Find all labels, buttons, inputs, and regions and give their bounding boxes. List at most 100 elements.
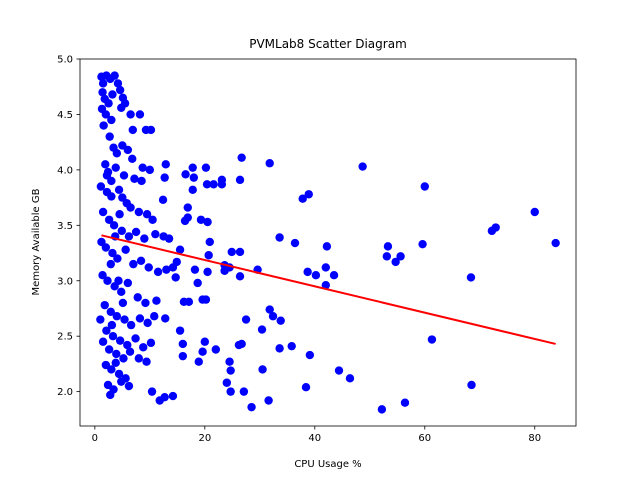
point: [125, 347, 135, 356]
x-tick-label: 20: [198, 433, 211, 444]
point: [96, 182, 106, 191]
point: [109, 221, 119, 230]
point: [141, 298, 150, 308]
point: [211, 345, 221, 354]
point: [119, 354, 128, 363]
point: [139, 343, 148, 352]
point: [301, 382, 311, 392]
point: [141, 125, 151, 135]
point: [290, 238, 300, 248]
point: [258, 365, 267, 374]
point: [382, 252, 392, 261]
point: [119, 171, 129, 180]
point: [427, 335, 437, 344]
x-axis-label: CPU Usage %: [294, 459, 361, 470]
point: [138, 163, 147, 172]
point: [383, 242, 393, 251]
point: [98, 337, 108, 346]
point: [183, 203, 192, 212]
point: [106, 259, 115, 269]
point: [135, 314, 145, 323]
y-tick-label: 2.5: [57, 332, 73, 343]
point: [551, 238, 560, 248]
point: [175, 326, 185, 335]
point: [115, 336, 125, 345]
point: [265, 305, 274, 314]
point: [303, 267, 312, 277]
point: [111, 163, 120, 172]
point: [466, 273, 476, 282]
point: [123, 278, 133, 288]
y-tick-label: 2.0: [57, 387, 73, 398]
point: [264, 396, 273, 405]
point: [107, 320, 117, 330]
point: [164, 234, 174, 243]
point: [126, 320, 136, 330]
point: [322, 242, 332, 251]
point: [110, 71, 119, 80]
point: [235, 247, 245, 257]
point: [108, 248, 117, 258]
point: [96, 315, 105, 324]
point: [114, 185, 124, 195]
point: [196, 215, 206, 224]
point: [114, 369, 124, 379]
point: [148, 215, 157, 224]
point: [113, 254, 122, 263]
point: [420, 182, 429, 191]
point: [114, 276, 123, 285]
point: [115, 85, 125, 95]
point: [117, 287, 126, 297]
point: [311, 271, 321, 280]
point: [204, 251, 213, 260]
point: [321, 280, 331, 290]
y-tick-label: 5.0: [57, 55, 73, 66]
point: [234, 340, 244, 350]
point: [235, 175, 245, 185]
point: [117, 226, 126, 236]
point: [183, 213, 192, 222]
y-tick-label: 4.0: [57, 165, 73, 176]
point: [178, 339, 188, 349]
point: [126, 203, 135, 212]
point: [201, 163, 211, 172]
point: [101, 243, 111, 252]
point: [247, 402, 256, 412]
point: [237, 153, 246, 162]
point: [121, 245, 130, 254]
point: [287, 341, 296, 351]
point: [140, 234, 149, 243]
point: [131, 227, 141, 237]
x-tick-label: 0: [92, 433, 98, 444]
point: [329, 271, 339, 280]
point: [142, 357, 151, 366]
point: [168, 263, 178, 272]
point: [142, 210, 152, 219]
point: [239, 387, 249, 396]
point: [123, 145, 133, 155]
point: [123, 340, 132, 350]
point: [143, 318, 152, 328]
point: [112, 149, 122, 158]
point: [113, 79, 123, 88]
point: [181, 170, 190, 179]
point: [130, 174, 139, 183]
point: [275, 233, 284, 242]
point: [124, 232, 134, 241]
x-tick-label: 60: [418, 433, 431, 444]
point: [107, 365, 116, 374]
point: [160, 173, 169, 182]
point: [345, 374, 355, 383]
point: [198, 347, 207, 356]
point: [150, 312, 159, 321]
x-tick-label: 80: [528, 433, 541, 444]
point: [134, 354, 144, 363]
point: [161, 314, 170, 323]
point: [190, 265, 200, 274]
point: [203, 267, 212, 277]
point: [115, 210, 124, 219]
point: [205, 237, 214, 247]
point: [257, 325, 267, 334]
point: [305, 350, 315, 360]
point: [396, 252, 405, 261]
